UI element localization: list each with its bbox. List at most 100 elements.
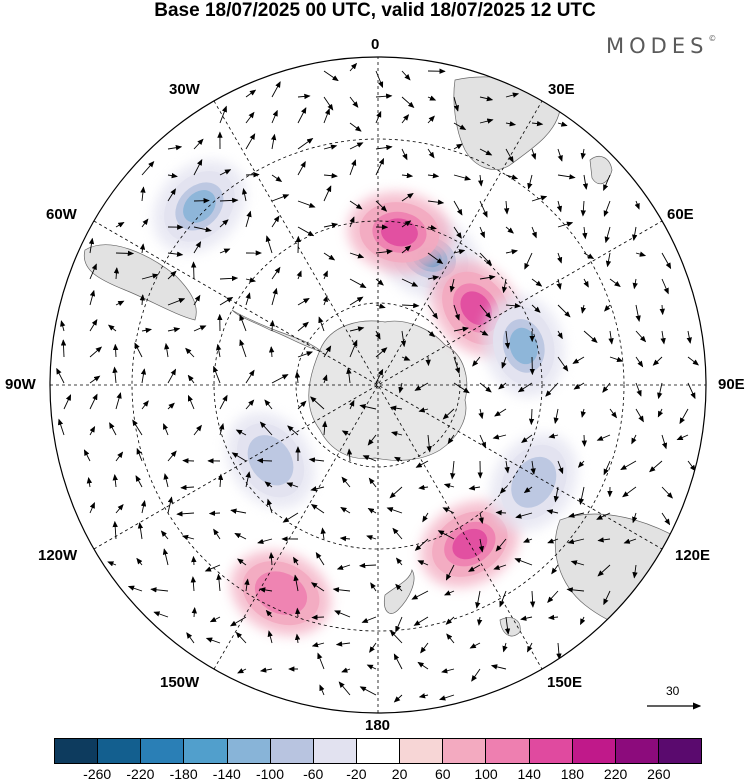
wind-vector bbox=[418, 407, 429, 413]
wind-vector bbox=[545, 382, 559, 397]
lon-label-180: 180 bbox=[365, 717, 391, 734]
wind-vector bbox=[556, 200, 563, 213]
wind-vector bbox=[89, 393, 98, 410]
wind-vector bbox=[635, 304, 641, 322]
wind-vector bbox=[187, 374, 195, 384]
wind-vector bbox=[557, 252, 563, 264]
wind-vector bbox=[477, 174, 484, 187]
wind-vector bbox=[191, 555, 197, 566]
wind-vector bbox=[622, 486, 637, 498]
wind-vector bbox=[580, 200, 587, 217]
copyright-mark: © bbox=[708, 34, 717, 43]
wind-vector bbox=[315, 551, 325, 566]
wind-vector bbox=[368, 477, 377, 488]
wind-vector bbox=[427, 304, 438, 320]
wind-vector bbox=[527, 642, 533, 653]
wind-vector bbox=[395, 557, 403, 566]
wind-vector bbox=[115, 300, 125, 306]
colorbar-swatch bbox=[141, 739, 185, 763]
wind-vector bbox=[213, 365, 221, 384]
wind-vector bbox=[297, 321, 309, 332]
wind-vector bbox=[520, 615, 533, 621]
wind-vector bbox=[271, 266, 281, 280]
wind-vector bbox=[322, 374, 328, 384]
wind-vector bbox=[386, 507, 403, 514]
wind-vector bbox=[530, 460, 536, 475]
wind-vector bbox=[112, 520, 118, 540]
wind-vector bbox=[132, 419, 143, 436]
wind-vector bbox=[259, 421, 273, 436]
wind-vector bbox=[422, 512, 429, 523]
wind-vector bbox=[245, 292, 251, 306]
wind-vector bbox=[297, 298, 310, 306]
wind-vector bbox=[557, 356, 569, 372]
wind-vector bbox=[294, 633, 301, 644]
wind-vector bbox=[531, 120, 544, 127]
wind-vector bbox=[687, 382, 696, 400]
wind-vector bbox=[583, 330, 598, 343]
wind-vector bbox=[479, 95, 494, 102]
wind-vector bbox=[531, 226, 537, 239]
colorbar-tick-label: -100 bbox=[255, 766, 285, 782]
lon-label-120w: 120W bbox=[38, 547, 78, 564]
wind-vector bbox=[235, 631, 247, 644]
wind-vector bbox=[164, 342, 170, 358]
wind-vector bbox=[341, 476, 351, 488]
wind-vector bbox=[237, 558, 247, 566]
wind-vector bbox=[115, 451, 124, 462]
wind-vector bbox=[572, 356, 585, 364]
wind-vector bbox=[499, 590, 507, 608]
wind-vector bbox=[167, 298, 186, 306]
wind-vector bbox=[346, 448, 353, 462]
wind-vector bbox=[478, 538, 485, 553]
wind-vector bbox=[141, 273, 159, 280]
wind-vector bbox=[153, 611, 169, 618]
wind-vector bbox=[134, 342, 143, 358]
colorbar-swatch bbox=[55, 739, 99, 763]
colorbar-tick-label: 60 bbox=[435, 766, 451, 782]
wind-vector bbox=[418, 484, 429, 491]
wind-vector bbox=[366, 535, 377, 541]
wind-vector bbox=[604, 304, 611, 312]
wind-vector bbox=[453, 174, 472, 181]
wind-vector bbox=[86, 476, 93, 488]
wind-vector bbox=[209, 616, 221, 623]
wind-vector bbox=[580, 616, 586, 626]
wind-vector bbox=[282, 512, 299, 523]
wind-vector bbox=[400, 330, 407, 348]
wind-vector bbox=[445, 564, 455, 581]
wind-vector bbox=[505, 121, 517, 127]
meridian-line bbox=[93, 220, 663, 550]
wind-vector bbox=[60, 339, 67, 358]
wind-vector bbox=[375, 200, 388, 212]
wind-vector bbox=[494, 408, 507, 417]
wind-vector bbox=[531, 278, 543, 287]
wind-vector bbox=[479, 274, 496, 281]
wind-vector bbox=[323, 108, 330, 124]
wind-vector bbox=[582, 174, 589, 190]
wind-vector bbox=[514, 558, 533, 566]
wind-vector bbox=[185, 347, 195, 358]
wind-vector bbox=[323, 185, 332, 202]
wind-vector bbox=[476, 616, 483, 626]
wind-vector bbox=[392, 527, 403, 540]
wind-vector bbox=[323, 70, 339, 82]
wind-vector bbox=[479, 226, 485, 239]
wind-vector bbox=[359, 686, 377, 696]
wind-vector bbox=[219, 296, 234, 306]
wind-vector bbox=[635, 330, 647, 343]
wind-vector bbox=[394, 456, 403, 463]
wind-vector bbox=[573, 382, 585, 390]
wind-vector bbox=[141, 160, 155, 176]
wind-vector bbox=[603, 174, 611, 191]
wind-vector bbox=[287, 425, 299, 436]
wind-vector bbox=[323, 96, 334, 111]
wind-vector bbox=[361, 616, 377, 623]
wind-vector bbox=[389, 630, 403, 644]
wind-vector bbox=[557, 460, 564, 475]
wind-vector bbox=[661, 512, 671, 526]
wind-vector bbox=[623, 538, 637, 544]
colorbar-swatch bbox=[356, 739, 401, 763]
wind-vector bbox=[531, 195, 548, 202]
wind-vector bbox=[661, 486, 673, 499]
